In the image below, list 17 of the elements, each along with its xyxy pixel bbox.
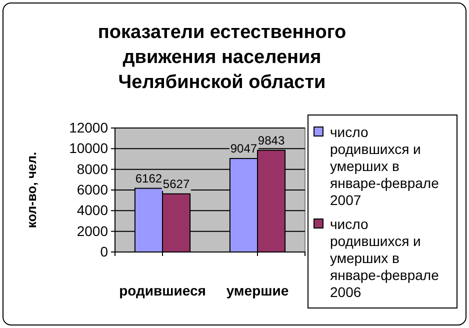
y-tick-label: 6000 [76, 181, 108, 198]
data-label: 5627 [162, 176, 190, 191]
legend-label: число родившихся и умерших в январе-феврале 2006 [330, 216, 440, 300]
x-tick-label: умершие [226, 282, 289, 298]
y-tick-label: 4000 [76, 202, 108, 218]
y-tick-label: 12000 [69, 119, 108, 136]
y-tick-label: 8000 [76, 160, 108, 177]
legend-label: число родившихся и умерших в январе-феврале 2007 [330, 124, 440, 208]
data-label: 9047 [230, 142, 258, 156]
chart-title: показатели естественного движения населения Челябинской области [98, 22, 346, 93]
data-label: 9843 [258, 133, 285, 148]
y-tick-label: 0 [100, 243, 108, 260]
data-label: 6162 [135, 171, 162, 186]
y-tick-label: 10000 [69, 140, 108, 156]
y-axis-title: кол-во, чел. [24, 152, 39, 228]
y-tick-label: 2000 [76, 222, 108, 239]
x-tick-label: родившиеся [119, 282, 206, 298]
